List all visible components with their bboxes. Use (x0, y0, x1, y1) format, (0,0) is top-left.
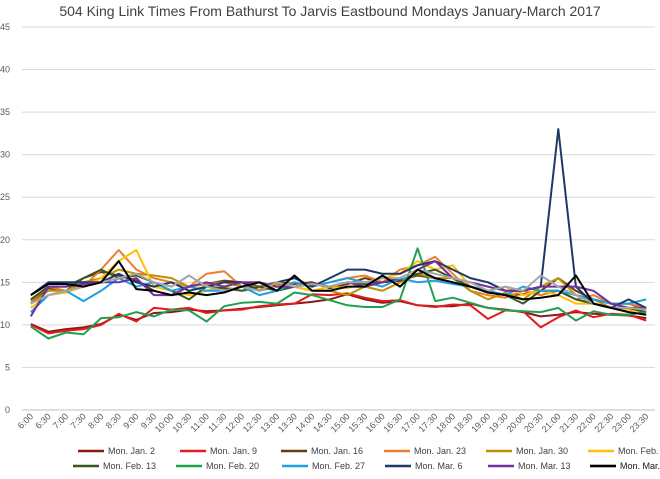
x-tick-label: 21:00 (540, 411, 563, 434)
y-tick-label: 10 (0, 320, 10, 330)
x-tick-label: 12:30 (241, 411, 264, 434)
x-tick-label: 20:00 (505, 411, 528, 434)
legend-entry: Mon. Jan. 2 (78, 446, 155, 456)
legend-label: Mon. Feb. 6 (618, 446, 660, 456)
chart-title: 504 King Link Times From Bathurst To Jar… (59, 3, 601, 19)
legend-entry: Mon. Feb. 13 (73, 461, 156, 471)
legend-label: Mon. Jan. 30 (516, 446, 568, 456)
legend-label: Mon. Mar. 20 (620, 461, 660, 471)
x-tick-label: 15:00 (329, 411, 352, 434)
legend-label: Mon. Feb. 27 (312, 461, 365, 471)
x-tick-label: 6:30 (33, 411, 52, 430)
legend-entry: Mon. Mar. 13 (488, 461, 571, 471)
legend-entry: Mon. Jan. 9 (180, 446, 257, 456)
x-tick-label: 10:30 (170, 411, 193, 434)
x-tick-label: 9:00 (121, 411, 140, 430)
x-tick-label: 16:30 (381, 411, 404, 434)
legend-entry: Mon. Mar. 6 (385, 461, 463, 471)
legend-label: Mon. Mar. 13 (518, 461, 571, 471)
x-tick-label: 23:30 (628, 411, 651, 434)
legend-label: Mon. Jan. 23 (414, 446, 466, 456)
x-tick-label: 19:00 (469, 411, 492, 434)
legend-label: Mon. Mar. 6 (415, 461, 463, 471)
y-tick-label: 15 (0, 277, 10, 287)
legend-label: Mon. Jan. 16 (311, 446, 363, 456)
legend-entry: Mon. Feb. 6 (588, 446, 660, 456)
series-line-10 (30, 128, 647, 309)
legend-label: Mon. Feb. 13 (103, 461, 156, 471)
x-tick-label: 14:00 (294, 411, 317, 434)
x-tick-label: 16:00 (364, 411, 387, 434)
x-tick-label: 14:30 (311, 411, 334, 434)
x-tick-label: 7:00 (51, 411, 70, 430)
x-tick-label: 6:00 (16, 411, 35, 430)
y-tick-label: 0 (5, 405, 10, 415)
legend-label: Mon. Jan. 2 (108, 446, 155, 456)
x-tick-label: 18:30 (452, 411, 475, 434)
y-tick-label: 25 (0, 192, 10, 202)
legend-entry: Mon. Jan. 23 (384, 446, 466, 456)
y-tick-label: 40 (0, 65, 10, 75)
legend-entry: Mon. Mar. 27 (590, 461, 660, 471)
legend-label: Mon. Jan. 9 (210, 446, 257, 456)
series-line-12 (30, 268, 647, 311)
legend-label: Mon. Mar. 27 (620, 461, 660, 471)
y-tick-label: 45 (0, 22, 10, 32)
legend-label: Mon. Feb. 20 (206, 461, 259, 471)
x-tick-label: 20:30 (522, 411, 545, 434)
x-tick-label: 17:00 (399, 411, 422, 434)
x-tick-label: 13:30 (276, 411, 299, 434)
x-tick-label: 13:00 (258, 411, 281, 434)
x-tick-label: 23:00 (610, 411, 633, 434)
x-tick-label: 8:00 (86, 411, 105, 430)
y-tick-label: 5 (5, 362, 10, 372)
x-tick-label: 11:00 (189, 411, 212, 434)
legend-entry: Mon. Feb. 27 (282, 461, 365, 471)
x-tick-label: 10:00 (153, 411, 176, 434)
series-line-5 (30, 268, 647, 314)
x-tick-label: 18:00 (434, 411, 457, 434)
series-line-1 (30, 293, 647, 333)
legend-entry: Mon. Jan. 30 (486, 446, 568, 456)
x-tick-label: 15:30 (346, 411, 369, 434)
legend-entry: Mon. Jan. 16 (281, 446, 363, 456)
x-tick-label: 22:00 (575, 411, 598, 434)
x-tick-label: 7:30 (68, 411, 87, 430)
y-tick-label: 30 (0, 150, 10, 160)
y-tick-label: 20 (0, 235, 10, 245)
x-tick-label: 12:00 (223, 411, 246, 434)
x-tick-label: 17:30 (417, 411, 440, 434)
legend-entry: Mon. Feb. 20 (176, 461, 259, 471)
x-tick-label: 22:30 (592, 411, 615, 434)
x-tick-label: 19:30 (487, 411, 510, 434)
series-line-13 (30, 260, 647, 316)
series-line-2 (30, 292, 647, 335)
y-tick-label: 35 (0, 107, 10, 117)
x-tick-label: 21:30 (557, 411, 580, 434)
x-tick-label: 8:30 (104, 411, 123, 430)
series-line-8 (30, 247, 647, 340)
